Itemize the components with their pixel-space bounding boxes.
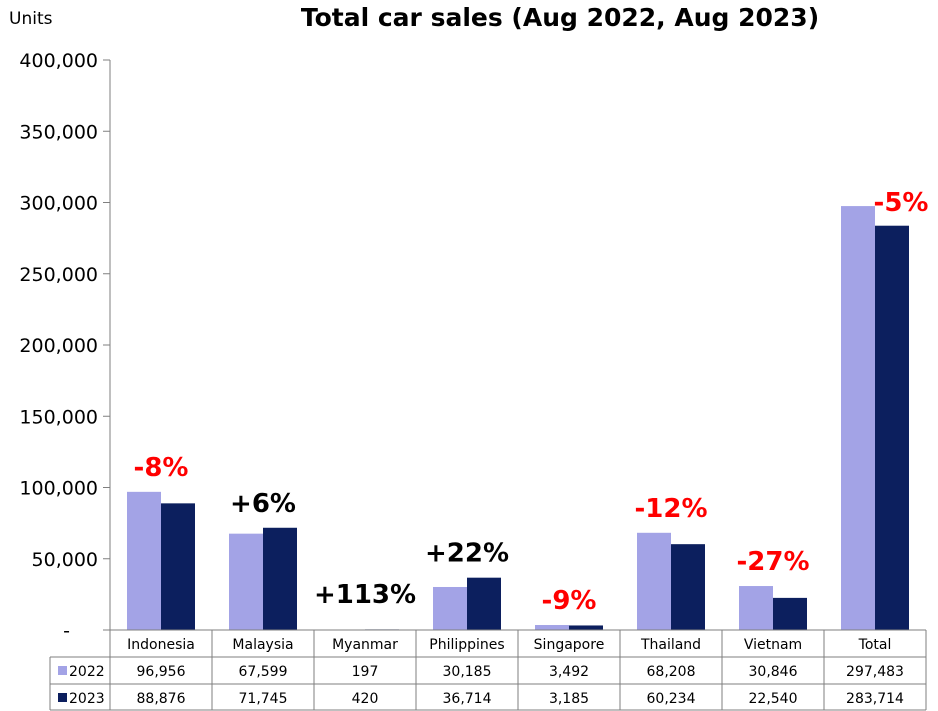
table-value: 88,876 (137, 691, 186, 707)
bar-2022-singapore (535, 625, 569, 630)
category-label: Myanmar (332, 637, 398, 653)
bar-2023-vietnam (773, 597, 807, 630)
legend-swatch-2023 (58, 693, 67, 702)
table-value: 68,208 (647, 664, 696, 680)
y-tick-label: 100,000 (19, 478, 98, 500)
y-tick-label: 50,000 (32, 549, 98, 571)
y-axis: - 50,000 100,000 150,000 200,000 250,000 300,0… (19, 50, 111, 642)
category-label: Thailand (640, 637, 701, 653)
chart-title: Total car sales (Aug 2022, Aug 2023) (301, 3, 819, 32)
y-tick-label: 250,000 (19, 264, 98, 286)
category-label: Vietnam (744, 637, 802, 653)
bar-2023-malaysia (263, 527, 297, 630)
bar-2022-thailand (637, 532, 671, 630)
bar-area (127, 206, 909, 630)
change-label-vietnam: -27% (736, 547, 809, 577)
bar-2022-vietnam (739, 586, 773, 630)
bar-2022-total (841, 206, 875, 630)
table-value: 3,185 (549, 691, 589, 707)
change-label-myanmar: +113% (314, 580, 416, 610)
change-label-singapore: -9% (542, 586, 597, 616)
change-label-total: -5% (874, 188, 929, 218)
category-label: Total (858, 637, 892, 653)
change-label-indonesia: -8% (134, 453, 189, 483)
y-axis-label: Units (9, 9, 53, 29)
bar-2022-philippines (433, 586, 467, 630)
table-value: 30,185 (443, 664, 492, 680)
category-label: Indonesia (127, 637, 195, 653)
y-tick-label: 400,000 (19, 50, 98, 72)
change-label-malaysia: +6% (230, 489, 296, 519)
y-tick-label: 200,000 (19, 335, 98, 357)
change-label-philippines: +22% (425, 539, 509, 569)
y-tick-label: - (63, 620, 70, 642)
y-tick-label: 350,000 (19, 121, 98, 143)
bar-2023-singapore (569, 625, 603, 630)
bar-2022-malaysia (229, 533, 263, 630)
legend-label-2022: 2022 (69, 664, 105, 680)
bar-2023-philippines (467, 577, 501, 630)
bar-2022-indonesia (127, 491, 161, 630)
table-value: 3,492 (549, 664, 589, 680)
legend-swatch-2022 (58, 666, 67, 675)
category-label: Malaysia (232, 637, 293, 653)
table-value: 197 (352, 664, 379, 680)
bar-2023-total (875, 225, 909, 630)
change-label-thailand: -12% (634, 494, 707, 524)
table-value: 30,846 (749, 664, 798, 680)
change-annotations: -8% +6% +113% +22% -9% -12% -27% -5% (134, 188, 929, 616)
table-value: 96,956 (137, 664, 186, 680)
table-value: 22,540 (749, 691, 798, 707)
category-label: Philippines (429, 637, 504, 653)
table-value: 36,714 (443, 691, 492, 707)
table-value: 67,599 (239, 664, 288, 680)
table-value: 297,483 (846, 664, 904, 680)
table-value: 71,745 (239, 691, 288, 707)
table-value: 420 (352, 691, 379, 707)
table-value: 60,234 (647, 691, 696, 707)
y-tick-label: 300,000 (19, 193, 98, 215)
bar-2023-indonesia (161, 503, 195, 630)
legend-label-2023: 2023 (69, 691, 105, 707)
data-table: Indonesia Malaysia Myanmar Philippines Singa… (49, 629, 927, 711)
category-label: Singapore (534, 637, 605, 653)
bar-2023-thailand (671, 544, 705, 630)
table-value: 283,714 (846, 691, 904, 707)
y-tick-label: 150,000 (19, 406, 98, 428)
